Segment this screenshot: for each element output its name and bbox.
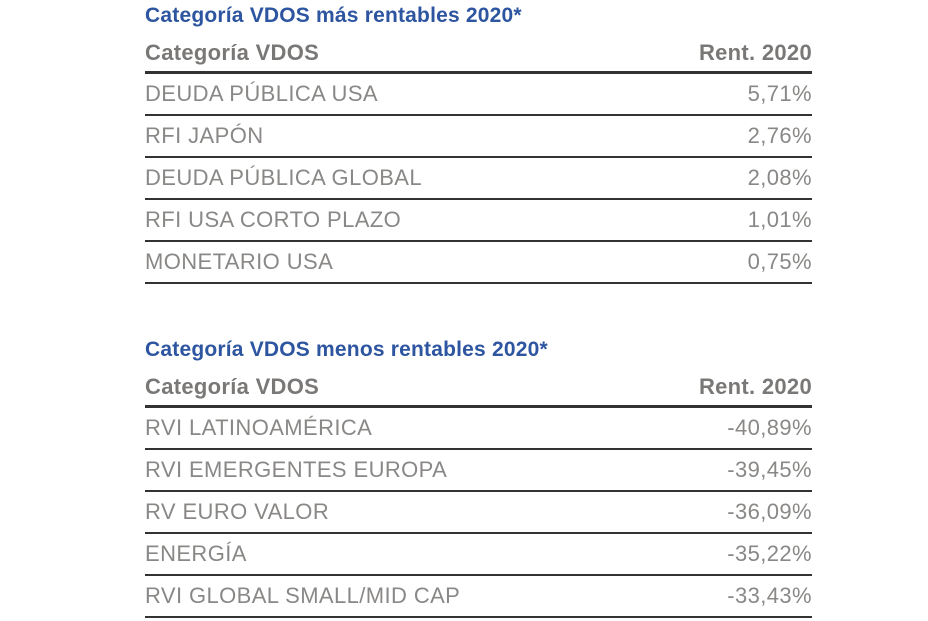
row-value: 5,71% xyxy=(747,81,812,106)
column-header-value: Rent. 2020 xyxy=(698,374,812,399)
table-row: MONETARIO USA 0,75% xyxy=(145,242,812,284)
row-category: RVI GLOBAL SMALL/MID CAP xyxy=(145,583,461,608)
row-category: ENERGÍA xyxy=(145,541,247,566)
table-row: RV EURO VALOR -36,09% xyxy=(145,492,812,534)
row-value: 1,01% xyxy=(747,207,812,232)
table-header: Categoría VDOS Rent. 2020 xyxy=(145,366,812,408)
row-category: RVI LATINOAMÉRICA xyxy=(145,415,373,440)
row-category: RVI EMERGENTES EUROPA xyxy=(145,457,448,482)
table-row: RFI USA CORTO PLAZO 1,01% xyxy=(145,200,812,242)
table-row: DEUDA PÚBLICA GLOBAL 2,08% xyxy=(145,158,812,200)
column-header-category: Categoría VDOS xyxy=(145,374,320,399)
column-header-value: Rent. 2020 xyxy=(698,40,812,65)
column-header-category: Categoría VDOS xyxy=(145,40,320,65)
row-value: 2,08% xyxy=(747,165,812,190)
table-row: ENERGÍA -35,22% xyxy=(145,534,812,576)
table-row: RVI EMERGENTES EUROPA -39,45% xyxy=(145,450,812,492)
row-category: MONETARIO USA xyxy=(145,249,334,274)
row-category: RFI USA CORTO PLAZO xyxy=(145,207,402,232)
row-value: -40,89% xyxy=(727,415,812,440)
table-row: RFI JAPÓN 2,76% xyxy=(145,116,812,158)
table-row: RVI LATINOAMÉRICA -40,89% xyxy=(145,408,812,450)
section-most-profitable: Categoría VDOS más rentables 2020* Categ… xyxy=(145,4,812,284)
row-category: RV EURO VALOR xyxy=(145,499,330,524)
section-title-least-profitable: Categoría VDOS menos rentables 2020* xyxy=(145,338,548,361)
row-value: 0,75% xyxy=(747,249,812,274)
row-category: RFI JAPÓN xyxy=(145,123,264,148)
row-value: -36,09% xyxy=(727,499,812,524)
table-row: RVI GLOBAL SMALL/MID CAP -33,43% xyxy=(145,576,812,618)
row-value: -33,43% xyxy=(727,583,812,608)
row-value: -35,22% xyxy=(727,541,812,566)
section-title-most-profitable: Categoría VDOS más rentables 2020* xyxy=(145,4,522,27)
row-value: -39,45% xyxy=(727,457,812,482)
row-category: DEUDA PÚBLICA USA xyxy=(145,81,378,106)
row-value: 2,76% xyxy=(747,123,812,148)
table-least-profitable: Categoría VDOS Rent. 2020 RVI LATINOAMÉR… xyxy=(145,366,812,618)
content-column: Categoría VDOS más rentables 2020* Categ… xyxy=(145,4,812,618)
section-least-profitable: Categoría VDOS menos rentables 2020* Cat… xyxy=(145,338,812,618)
table-most-profitable: Categoría VDOS Rent. 2020 DEUDA PÚBLICA … xyxy=(145,32,812,284)
table-header: Categoría VDOS Rent. 2020 xyxy=(145,32,812,74)
table-row: DEUDA PÚBLICA USA 5,71% xyxy=(145,74,812,116)
row-category: DEUDA PÚBLICA GLOBAL xyxy=(145,165,422,190)
